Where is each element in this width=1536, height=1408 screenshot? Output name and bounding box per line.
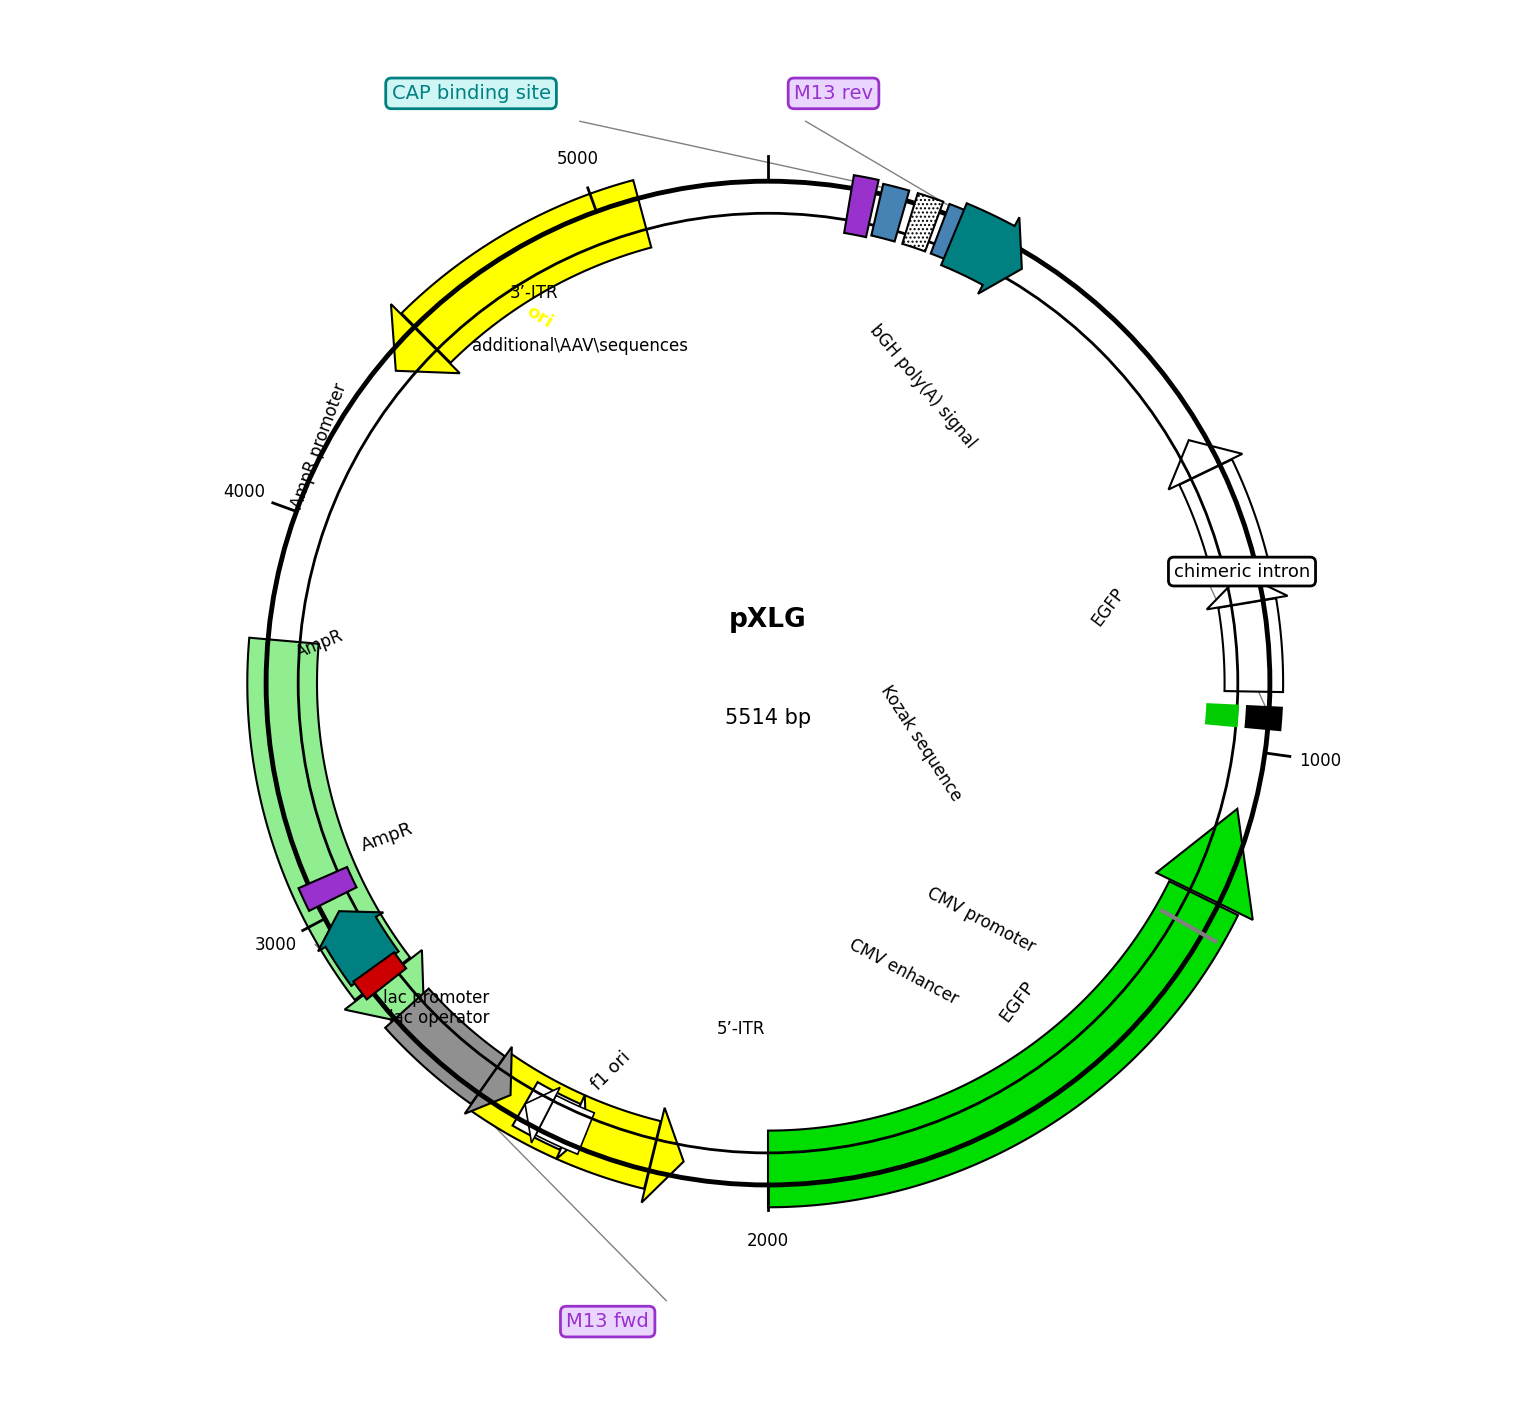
Polygon shape [1157,808,1253,919]
Polygon shape [247,638,410,1000]
Text: f1 ori: f1 ori [588,1048,634,1094]
Text: AmpR: AmpR [358,819,415,855]
Text: chimeric intron: chimeric intron [1174,563,1310,580]
Polygon shape [902,193,943,252]
Text: CAP binding site: CAP binding site [392,84,550,103]
Polygon shape [344,950,424,1026]
Text: CMV promoter: CMV promoter [925,884,1038,956]
Polygon shape [525,1087,561,1143]
Polygon shape [871,184,909,242]
Polygon shape [1207,574,1287,610]
Polygon shape [536,1095,594,1155]
Text: 3000: 3000 [255,936,296,953]
Polygon shape [1206,704,1238,727]
Polygon shape [464,1046,511,1114]
Polygon shape [1180,459,1270,580]
Text: pXLG: pXLG [730,607,806,634]
Polygon shape [298,867,356,911]
Text: AmpR promoter: AmpR promoter [289,382,350,511]
Polygon shape [386,988,505,1104]
Text: EGFP: EGFP [1087,584,1129,629]
Text: CMV enhancer: CMV enhancer [846,935,962,1008]
Text: ori: ori [522,301,556,331]
Polygon shape [942,203,1021,294]
Polygon shape [768,881,1238,1207]
Text: M13 rev: M13 rev [794,84,872,103]
Polygon shape [470,1053,660,1188]
Polygon shape [931,204,978,265]
Polygon shape [1218,598,1283,693]
Polygon shape [401,180,651,363]
Polygon shape [353,952,406,1000]
Text: 5514 bp: 5514 bp [725,708,811,728]
Text: 1000: 1000 [1299,752,1341,770]
Polygon shape [845,175,879,237]
Polygon shape [642,1108,684,1202]
Text: 4000: 4000 [223,483,266,501]
Text: 2000: 2000 [746,1232,790,1250]
Polygon shape [1169,441,1243,490]
Text: 5’-ITR: 5’-ITR [716,1019,765,1038]
Polygon shape [556,1095,587,1159]
Text: 3’-ITR: 3’-ITR [510,284,558,301]
Polygon shape [1246,705,1283,731]
Text: bGH poly(A) signal: bGH poly(A) signal [866,321,978,451]
Polygon shape [513,1083,581,1150]
Text: EGFP: EGFP [995,977,1038,1025]
Text: AmpR: AmpR [293,627,346,662]
Text: M13 fwd: M13 fwd [567,1312,650,1331]
Polygon shape [392,304,459,373]
Text: additional\AAV\sequences: additional\AAV\sequences [472,337,688,355]
Text: Kozak sequence: Kozak sequence [877,681,965,804]
Polygon shape [318,911,399,986]
Text: lac promoter
lac operator: lac promoter lac operator [382,988,488,1028]
Text: 5000: 5000 [556,151,599,168]
